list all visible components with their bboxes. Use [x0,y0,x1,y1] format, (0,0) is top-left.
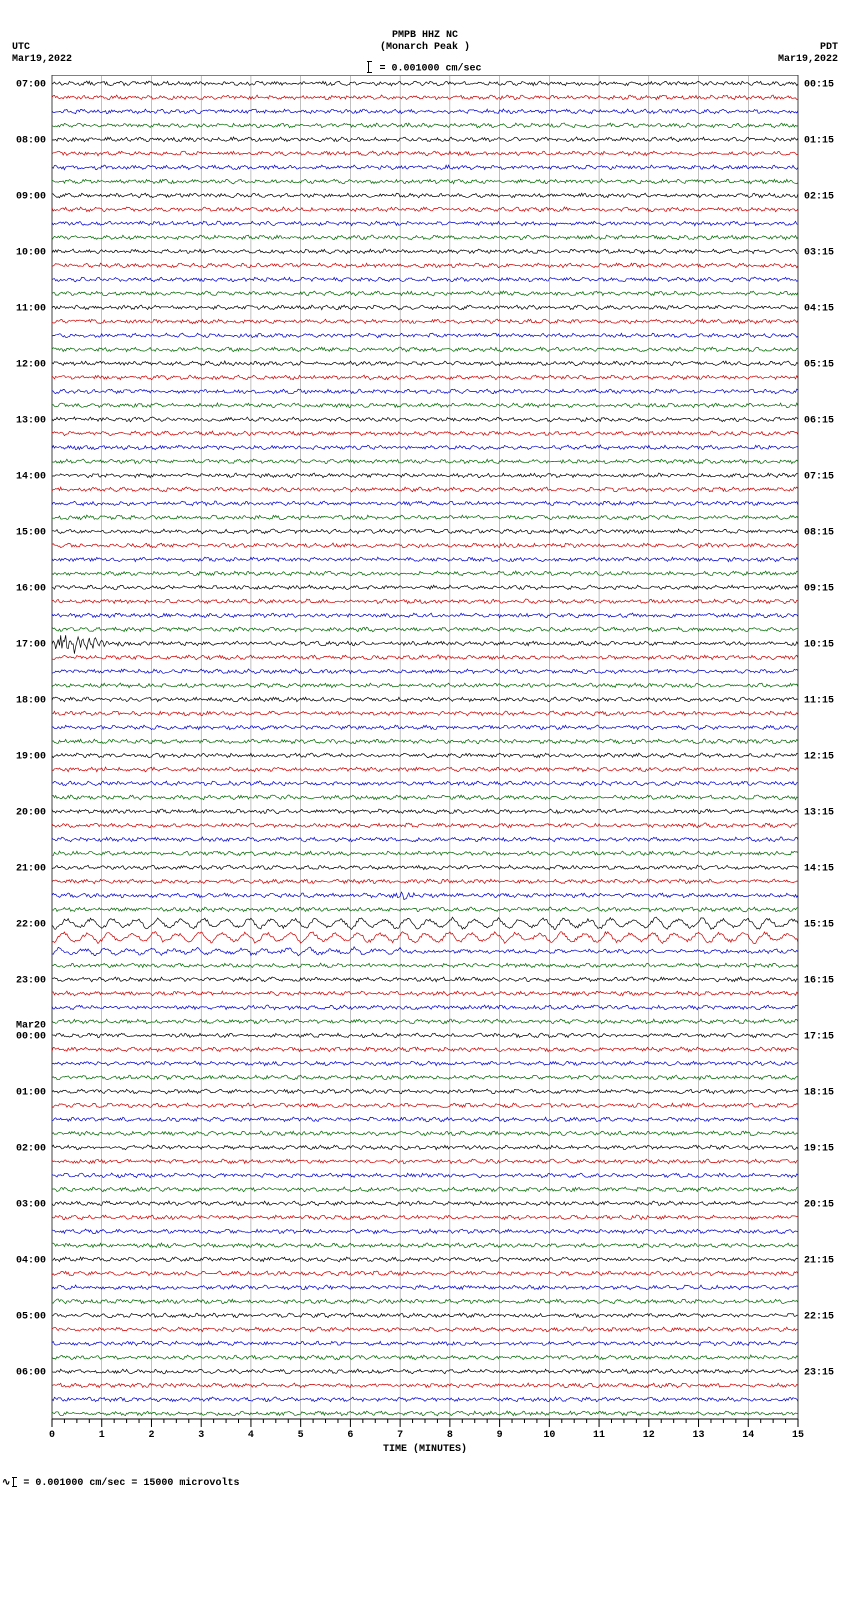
svg-text:13: 13 [693,1430,705,1441]
svg-text:3: 3 [198,1430,204,1441]
svg-text:04:15: 04:15 [804,303,834,314]
svg-text:21:15: 21:15 [804,1255,834,1266]
svg-text:10:00: 10:00 [16,247,46,258]
svg-text:5: 5 [298,1430,304,1441]
scale-legend: = 0.001000 cm/sec [0,62,850,75]
scale-text: = 0.001000 cm/sec [379,64,481,75]
svg-text:10: 10 [543,1430,555,1441]
svg-text:18:15: 18:15 [804,1087,834,1098]
scale-bar-icon [368,61,369,73]
svg-text:08:15: 08:15 [804,527,834,538]
svg-text:2: 2 [148,1430,154,1441]
svg-text:00:00: 00:00 [16,1031,46,1042]
svg-text:11:15: 11:15 [804,695,834,706]
svg-text:01:00: 01:00 [16,1087,46,1098]
svg-text:02:00: 02:00 [16,1143,46,1154]
svg-text:23:00: 23:00 [16,975,46,986]
svg-text:09:00: 09:00 [16,191,46,202]
svg-text:12:00: 12:00 [16,359,46,370]
svg-text:08:00: 08:00 [16,135,46,146]
svg-text:23:15: 23:15 [804,1367,834,1378]
svg-text:06:15: 06:15 [804,415,834,426]
svg-text:TIME (MINUTES): TIME (MINUTES) [383,1443,467,1455]
svg-text:9: 9 [497,1430,503,1441]
seismogram-plot: 07:00 08:00 09:00 10:00 11:00 12:00 13:00 14:00… [0,75,850,1471]
svg-text:01:15: 01:15 [804,135,834,146]
svg-text:11:00: 11:00 [16,303,46,314]
station-title: PMPB HHZ NC [0,30,850,41]
svg-text:17:15: 17:15 [804,1031,834,1042]
svg-text:14: 14 [742,1430,754,1441]
svg-text:19:00: 19:00 [16,751,46,762]
svg-text:07:00: 07:00 [16,79,46,90]
svg-text:15:15: 15:15 [804,919,834,930]
svg-text:09:15: 09:15 [804,583,834,594]
header: UTC Mar19,2022 PDT Mar19,2022 PMPB HHZ N… [0,0,850,75]
svg-text:12: 12 [643,1430,655,1441]
svg-text:21:00: 21:00 [16,863,46,874]
svg-text:03:00: 03:00 [16,1199,46,1210]
svg-text:00:15: 00:15 [804,79,834,90]
svg-text:16:00: 16:00 [16,583,46,594]
svg-text:14:15: 14:15 [804,863,834,874]
svg-text:11: 11 [593,1430,605,1441]
svg-text:22:00: 22:00 [16,919,46,930]
svg-text:4: 4 [248,1430,254,1441]
svg-text:04:00: 04:00 [16,1255,46,1266]
svg-text:13:00: 13:00 [16,415,46,426]
svg-text:12:15: 12:15 [804,751,834,762]
footer-scale-bar-icon [13,1477,14,1487]
svg-text:0: 0 [49,1430,55,1441]
footer-scale-text: = 0.001000 cm/sec = 15000 microvolts [23,1478,239,1489]
svg-text:20:15: 20:15 [804,1199,834,1210]
svg-text:15: 15 [792,1430,804,1441]
svg-text:8: 8 [447,1430,453,1441]
svg-text:07:15: 07:15 [804,471,834,482]
svg-text:17:00: 17:00 [16,639,46,650]
svg-text:10:15: 10:15 [804,639,834,650]
svg-text:16:15: 16:15 [804,975,834,986]
svg-text:03:15: 03:15 [804,247,834,258]
svg-text:06:00: 06:00 [16,1367,46,1378]
svg-text:13:15: 13:15 [804,807,834,818]
svg-text:15:00: 15:00 [16,527,46,538]
footer-scale: ∿ = 0.001000 cm/sec = 15000 microvolts [0,1471,850,1495]
svg-text:19:15: 19:15 [804,1143,834,1154]
svg-text:6: 6 [347,1430,353,1441]
svg-text:1: 1 [99,1430,105,1441]
station-subtitle: (Monarch Peak ) [0,42,850,53]
svg-text:20:00: 20:00 [16,807,46,818]
svg-text:14:00: 14:00 [16,471,46,482]
svg-text:02:15: 02:15 [804,191,834,202]
svg-text:05:15: 05:15 [804,359,834,370]
svg-text:Mar20: Mar20 [16,1020,46,1031]
svg-text:22:15: 22:15 [804,1311,834,1322]
svg-text:7: 7 [397,1430,403,1441]
svg-text:05:00: 05:00 [16,1311,46,1322]
svg-text:18:00: 18:00 [16,695,46,706]
